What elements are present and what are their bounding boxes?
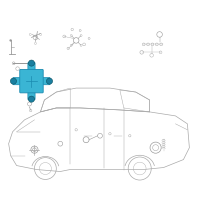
FancyBboxPatch shape: [42, 78, 50, 85]
Circle shape: [10, 39, 12, 41]
FancyBboxPatch shape: [28, 91, 35, 100]
Circle shape: [46, 78, 53, 84]
Circle shape: [28, 96, 35, 102]
Circle shape: [10, 78, 17, 84]
FancyBboxPatch shape: [28, 63, 35, 71]
FancyBboxPatch shape: [20, 69, 43, 93]
Circle shape: [28, 60, 35, 66]
FancyBboxPatch shape: [13, 78, 21, 85]
